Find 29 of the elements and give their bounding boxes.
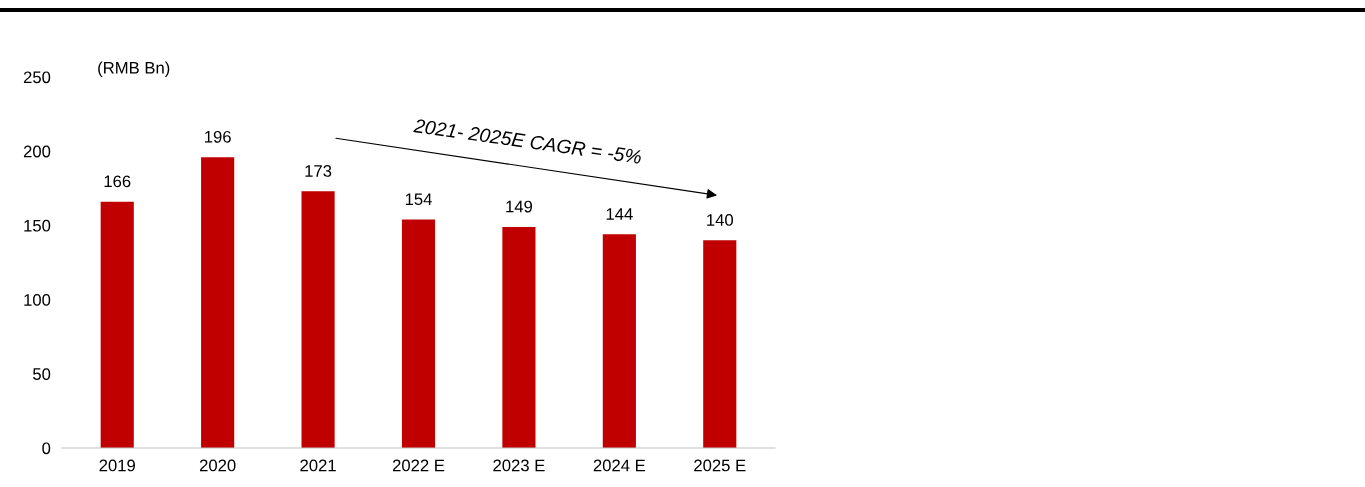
x-tick-label: 2020	[199, 459, 236, 472]
y-tick-label: 150	[24, 219, 51, 232]
annotation: 2021- 2025E CAGR = -5%	[413, 118, 642, 164]
data-label: 154	[405, 193, 432, 206]
y-tick-label: 0	[42, 442, 51, 455]
x-tick-label: 2025 E	[694, 459, 746, 472]
x-tick-label: 2022 E	[392, 459, 445, 472]
x-tick-label: 2021	[300, 459, 336, 472]
y-axis-title: (RMB Bn)	[98, 61, 170, 77]
data-label: 196	[205, 130, 231, 143]
data-label: 173	[305, 165, 332, 177]
bar	[201, 157, 235, 448]
y-tick-label: 100	[24, 294, 51, 306]
y-tick-label: 50	[33, 368, 51, 380]
bar	[602, 234, 636, 448]
data-label: 166	[104, 175, 131, 188]
bar	[502, 226, 536, 448]
x-tick-label: 2023 E	[493, 459, 545, 472]
x-tick-label: 2019	[99, 459, 135, 472]
bar	[401, 219, 436, 448]
y-tick-label: 200	[23, 145, 51, 158]
data-label: 144	[606, 208, 633, 220]
y-tick-label: 250	[23, 71, 51, 84]
bar	[100, 201, 134, 448]
bar	[703, 240, 737, 448]
bar	[301, 191, 335, 448]
data-label: 149	[506, 200, 533, 213]
data-label: 140	[707, 214, 734, 226]
x-tick-label: 2024 E	[593, 459, 646, 472]
